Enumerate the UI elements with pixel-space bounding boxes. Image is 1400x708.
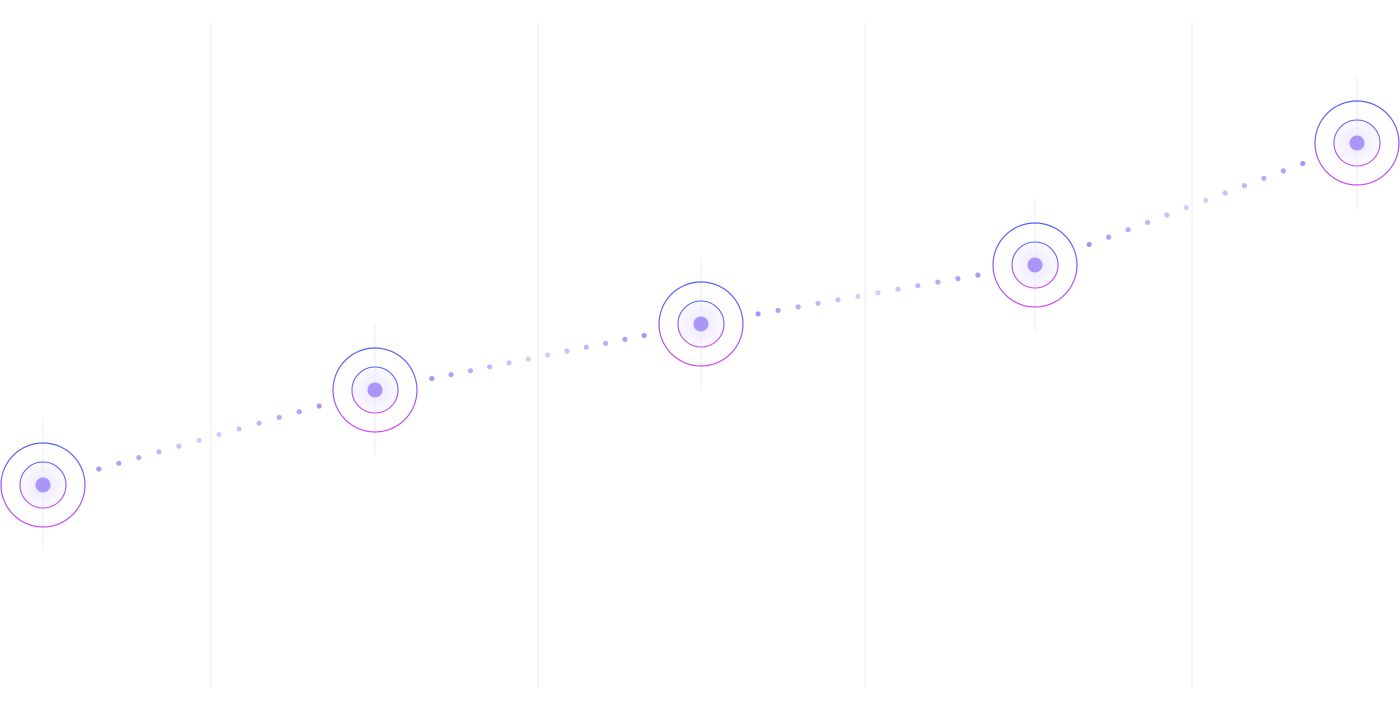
connector-dot — [835, 297, 841, 303]
connector-dot — [755, 311, 761, 317]
connector-dot — [136, 455, 142, 461]
connector-dot — [564, 348, 570, 354]
connector-dot — [525, 356, 531, 362]
milestone-4-center-dot — [1027, 257, 1043, 273]
connector-dot — [196, 437, 202, 443]
connector-dot — [276, 414, 282, 420]
connector-dot — [96, 466, 102, 472]
connector-dot — [448, 372, 454, 378]
connector-dot — [1125, 227, 1131, 233]
milestone-1-outer-ring — [0, 442, 86, 528]
milestone-2-inner-ring — [351, 366, 399, 414]
connector-dot — [545, 352, 551, 358]
milestone-4-outer-ring — [992, 222, 1078, 308]
connector-dot — [1241, 183, 1248, 189]
connector-dot — [855, 293, 861, 299]
connector-dot — [1086, 241, 1092, 248]
connector-dot — [1222, 190, 1228, 196]
connector-dot — [467, 368, 473, 374]
connector-dot — [216, 432, 222, 438]
milestone-5-inner-ring — [1333, 119, 1381, 167]
milestone-1-node — [0, 419, 86, 551]
milestone-1-center-dot — [35, 477, 51, 493]
connector-dot — [935, 279, 941, 285]
milestone-5-node — [1314, 77, 1400, 209]
connector-dot — [506, 360, 512, 366]
milestone-2-node — [332, 324, 418, 456]
connector-dot — [176, 443, 182, 449]
milestone-3-node — [658, 258, 744, 390]
connector-dot — [487, 364, 493, 370]
connector-dot — [1164, 212, 1170, 218]
connector-dot — [256, 420, 262, 426]
milestone-3-center-dot — [693, 316, 709, 332]
milestone-4-inner-ring — [1011, 241, 1059, 289]
connector-dot — [815, 300, 821, 306]
connector-dot — [915, 283, 921, 289]
connector-dot — [1300, 160, 1306, 167]
connector-dot — [875, 290, 881, 296]
background-gridlines — [210, 22, 1193, 688]
connector-dot — [1144, 219, 1151, 225]
connector-dot — [116, 460, 122, 466]
milestone-4-node — [992, 199, 1078, 331]
connector-dot — [895, 286, 901, 292]
connector-dot — [955, 276, 961, 282]
connector-dot — [795, 304, 801, 310]
connector-dot — [775, 307, 781, 313]
connector-dot — [296, 409, 302, 415]
milestone-2-center-dot — [367, 382, 383, 398]
connector-dot — [583, 344, 589, 350]
milestone-3-inner-ring — [677, 300, 725, 348]
connector-dot — [1280, 168, 1286, 174]
connector-dot — [603, 340, 609, 346]
connector-dot — [1183, 205, 1189, 211]
connector-dot — [1261, 175, 1267, 181]
connector-dot — [641, 332, 647, 339]
connector-dot — [156, 449, 162, 455]
milestone-5-center-dot — [1349, 135, 1365, 151]
milestone-3-outer-ring — [658, 281, 744, 367]
connector-dot — [1203, 197, 1209, 203]
connector-dot — [975, 272, 981, 278]
milestone-1-inner-ring — [19, 461, 67, 509]
dotted-connector-path — [96, 160, 1306, 472]
connector-dot — [236, 426, 242, 432]
connector-dot — [622, 336, 628, 342]
connector-dot — [1106, 234, 1112, 240]
connector-dot — [429, 375, 435, 382]
milestone-2-outer-ring — [332, 347, 418, 433]
milestone-5-outer-ring — [1314, 100, 1400, 186]
connector-dot — [316, 403, 322, 409]
milestone-nodes — [0, 77, 1400, 551]
